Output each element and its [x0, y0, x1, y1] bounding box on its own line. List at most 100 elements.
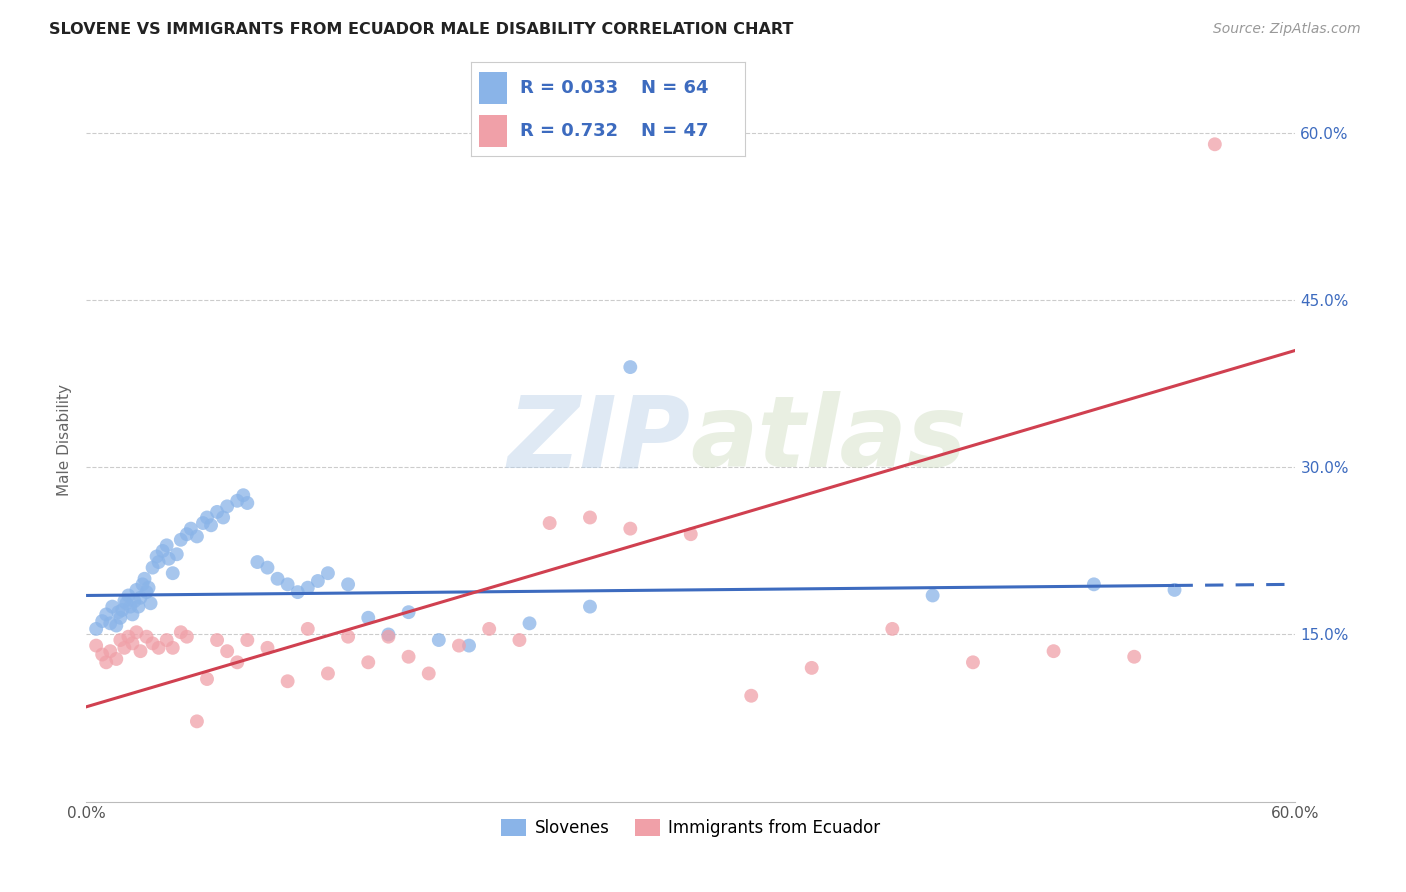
Point — [145, 549, 167, 564]
Point — [200, 518, 222, 533]
Point — [226, 656, 249, 670]
Point — [115, 596, 138, 610]
Point — [129, 644, 152, 658]
Point — [447, 639, 470, 653]
Point — [138, 581, 160, 595]
Point — [619, 360, 641, 375]
Point — [176, 527, 198, 541]
Point — [105, 618, 128, 632]
Point — [129, 591, 152, 605]
Point — [107, 605, 129, 619]
Point — [962, 656, 984, 670]
Point — [170, 533, 193, 547]
Point — [91, 648, 114, 662]
Point — [427, 633, 450, 648]
Point — [337, 577, 360, 591]
Point — [478, 622, 501, 636]
Point — [110, 611, 132, 625]
Point — [98, 644, 121, 658]
Point — [337, 630, 360, 644]
Text: Source: ZipAtlas.com: Source: ZipAtlas.com — [1213, 22, 1361, 37]
Point — [226, 493, 249, 508]
Point — [176, 630, 198, 644]
Point — [112, 640, 135, 655]
Point — [882, 622, 904, 636]
Point — [212, 510, 235, 524]
Point — [205, 505, 228, 519]
Text: N = 47: N = 47 — [641, 122, 709, 140]
Point — [135, 585, 157, 599]
Point — [131, 577, 153, 591]
Point — [287, 585, 309, 599]
FancyBboxPatch shape — [479, 72, 506, 103]
Point — [125, 582, 148, 597]
Point — [217, 644, 239, 658]
Point — [170, 625, 193, 640]
Point — [398, 605, 420, 619]
Point — [217, 500, 239, 514]
Point — [236, 496, 259, 510]
Point — [156, 633, 179, 648]
Point — [121, 607, 143, 622]
Point — [84, 639, 107, 653]
Text: atlas: atlas — [690, 391, 967, 488]
Point — [236, 633, 259, 648]
Point — [186, 714, 208, 729]
Point — [921, 589, 943, 603]
FancyBboxPatch shape — [479, 115, 506, 147]
Point — [135, 630, 157, 644]
Point — [1123, 649, 1146, 664]
Text: R = 0.732: R = 0.732 — [520, 122, 619, 140]
Point — [256, 560, 278, 574]
Point — [134, 572, 156, 586]
Point — [256, 640, 278, 655]
Point — [162, 640, 184, 655]
Y-axis label: Male Disability: Male Disability — [58, 384, 72, 496]
Point — [297, 622, 319, 636]
Point — [508, 633, 530, 648]
Point — [110, 633, 132, 648]
Point — [111, 603, 134, 617]
Point — [246, 555, 269, 569]
Legend: Slovenes, Immigrants from Ecuador: Slovenes, Immigrants from Ecuador — [495, 813, 887, 844]
Point — [191, 516, 214, 530]
Text: SLOVENE VS IMMIGRANTS FROM ECUADOR MALE DISABILITY CORRELATION CHART: SLOVENE VS IMMIGRANTS FROM ECUADOR MALE … — [49, 22, 793, 37]
Point — [679, 527, 702, 541]
Point — [232, 488, 254, 502]
Point — [156, 538, 179, 552]
Point — [800, 661, 823, 675]
Point — [1204, 137, 1226, 152]
Point — [357, 656, 380, 670]
Point — [98, 616, 121, 631]
Point — [121, 636, 143, 650]
Point — [316, 666, 339, 681]
Point — [127, 599, 149, 614]
Point — [125, 625, 148, 640]
Point — [619, 522, 641, 536]
Point — [148, 640, 170, 655]
Point — [277, 674, 299, 689]
Point — [157, 551, 180, 566]
Point — [579, 510, 602, 524]
Point — [266, 572, 288, 586]
Point — [152, 544, 174, 558]
Point — [1163, 582, 1185, 597]
Point — [112, 594, 135, 608]
Point — [162, 566, 184, 581]
Point — [538, 516, 561, 530]
Point — [96, 607, 118, 622]
Point — [180, 522, 202, 536]
Point — [142, 636, 165, 650]
Point — [148, 555, 170, 569]
Point — [105, 652, 128, 666]
Point — [519, 616, 541, 631]
Point — [297, 581, 319, 595]
Point — [307, 574, 329, 588]
Point — [142, 560, 165, 574]
Point — [117, 630, 139, 644]
Point — [124, 594, 146, 608]
Point — [316, 566, 339, 581]
Text: N = 64: N = 64 — [641, 78, 709, 96]
Point — [418, 666, 440, 681]
Point — [277, 577, 299, 591]
